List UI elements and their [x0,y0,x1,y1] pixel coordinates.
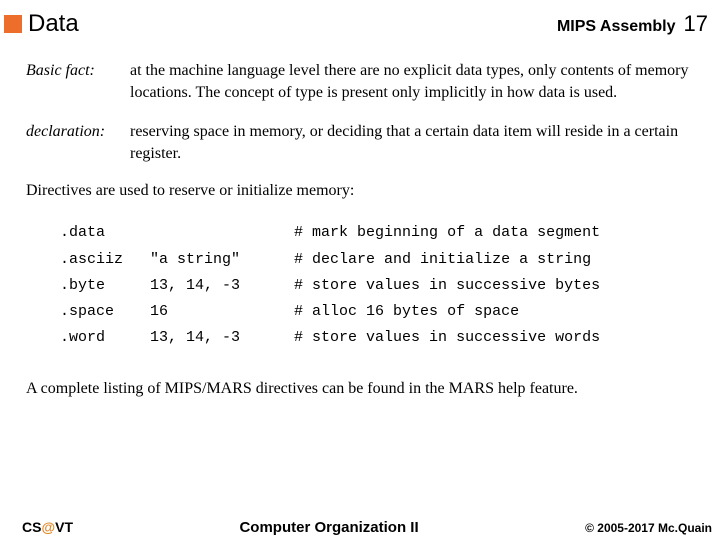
definition-term: Basic fact: [26,60,130,103]
definition-body: reserving space in memory, or deciding t… [130,121,690,164]
definition-row: declaration: reserving space in memory, … [26,121,690,164]
title-block: Data [4,10,79,38]
definition-row: Basic fact: at the machine language leve… [26,60,690,103]
footer-org-post: VT [55,519,73,535]
footer-org-pre: CS [22,519,41,535]
section-label: MIPS Assembly [557,18,676,36]
footer-center: Computer Organization II [239,519,418,536]
slide-header: Data MIPS Assembly 17 [4,10,708,38]
at-icon: @ [41,519,55,535]
slide-footer: CS@VT Computer Organization II © 2005-20… [0,519,720,536]
code-block: .data # mark beginning of a data segment… [60,220,690,351]
closing-text: A complete listing of MIPS/MARS directiv… [26,380,690,398]
slide-content: Basic fact: at the machine language leve… [4,60,708,398]
definition-body: at the machine language level there are … [130,60,690,103]
accent-square-icon [4,15,22,33]
footer-copyright: © 2005-2017 Mc.Quain [585,521,712,535]
intro-text: Directives are used to reserve or initia… [26,182,690,200]
slide-title: Data [28,10,79,38]
footer-left: CS@VT [22,519,73,535]
page-number: 17 [684,11,708,37]
definition-term: declaration: [26,121,130,164]
header-right: MIPS Assembly 17 [557,11,708,37]
